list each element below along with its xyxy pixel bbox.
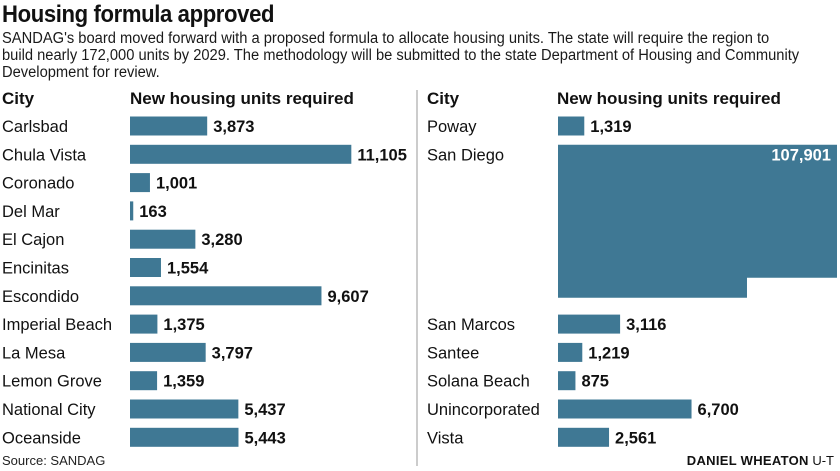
right-bar-panel: Poway 1,319 San Diego 107,901 San Marcos 3,11… <box>427 116 837 447</box>
value-label-national-city: 5,437 <box>244 401 285 419</box>
bar-unincorporated <box>558 399 692 419</box>
credit-org: U-T <box>812 453 834 468</box>
city-label-imperial-beach: Imperial Beach <box>2 316 112 334</box>
bar-vista <box>558 427 610 447</box>
city-label-national-city: National City <box>2 401 96 419</box>
city-label-santee: Santee <box>427 344 479 362</box>
value-label-carlsbad: 3,873 <box>213 118 254 136</box>
city-label-solana-beach: Solana Beach <box>427 373 530 391</box>
city-label-san-diego: San Diego <box>427 146 504 164</box>
city-label-san-marcos: San Marcos <box>427 316 515 334</box>
city-label-oceanside: Oceanside <box>2 429 81 447</box>
bar-el-cajon <box>130 229 196 249</box>
right-city-header: City <box>427 89 460 108</box>
value-label-encinitas: 1,554 <box>167 260 209 278</box>
value-label-lemon-grove: 1,359 <box>163 373 204 391</box>
value-label-la-mesa: 3,797 <box>212 344 253 362</box>
bar-coronado <box>130 173 150 193</box>
city-label-encinitas: Encinitas <box>2 260 69 278</box>
value-label-coronado: 1,001 <box>156 175 197 193</box>
bar-imperial-beach <box>130 314 158 334</box>
value-label-vista: 2,561 <box>615 429 656 447</box>
bar-national-city <box>130 399 239 419</box>
value-label-imperial-beach: 1,375 <box>163 316 204 334</box>
left-city-header: City <box>2 89 35 108</box>
city-label-lemon-grove: Lemon Grove <box>2 373 102 391</box>
value-label-solana-beach: 875 <box>581 373 609 391</box>
bar-encinitas <box>130 258 161 277</box>
source-note: Source: SANDAG <box>2 453 106 468</box>
bar-san-diego <box>558 144 837 298</box>
value-label-chula-vista: 11,105 <box>357 146 407 164</box>
bar-chula-vista <box>130 144 352 164</box>
value-label-santee: 1,219 <box>588 344 629 362</box>
value-label-poway: 1,319 <box>590 118 631 136</box>
city-label-poway: Poway <box>427 118 477 136</box>
city-label-coronado: Coronado <box>2 175 74 193</box>
city-label-la-mesa: La Mesa <box>2 344 66 362</box>
bar-carlsbad <box>130 116 208 136</box>
left-units-header: New housing units required <box>130 89 354 108</box>
city-label-el-cajon: El Cajon <box>2 231 64 249</box>
chart-subtitle: SANDAG's board moved forward with a prop… <box>2 30 800 81</box>
city-label-carlsbad: Carlsbad <box>2 118 68 136</box>
bar-san-marcos <box>558 314 621 334</box>
value-label-san-marcos: 3,116 <box>626 316 666 334</box>
city-label-vista: Vista <box>427 429 464 447</box>
bar-oceanside <box>130 427 239 447</box>
value-label-escondido: 9,607 <box>327 288 368 306</box>
right-units-header: New housing units required <box>557 89 781 108</box>
city-label-escondido: Escondido <box>2 288 79 306</box>
left-bar-panel: Carlsbad 3,873 Chula Vista 11,105 Coronado 1,… <box>2 116 407 447</box>
value-label-san-diego: 107,901 <box>771 146 831 164</box>
value-label-el-cajon: 3,280 <box>201 231 242 249</box>
bar-la-mesa <box>130 342 206 362</box>
value-label-oceanside: 5,443 <box>244 429 285 447</box>
credit-name: DANIEL WHEATON <box>686 453 809 468</box>
bar-lemon-grove <box>130 371 158 391</box>
city-label-chula-vista: Chula Vista <box>2 146 87 164</box>
bar-poway <box>558 116 585 136</box>
credit: DANIEL WHEATON U-T <box>687 453 834 468</box>
value-label-unincorporated: 6,700 <box>698 401 739 419</box>
value-label-del-mar: 163 <box>139 203 167 221</box>
bar-santee <box>558 342 583 362</box>
city-label-del-mar: Del Mar <box>2 203 60 221</box>
bar-del-mar <box>130 201 134 221</box>
city-label-unincorporated: Unincorporated <box>427 401 540 419</box>
chart-title: Housing formula approved <box>2 1 275 28</box>
bar-solana-beach <box>558 371 576 391</box>
bar-escondido <box>130 286 322 306</box>
